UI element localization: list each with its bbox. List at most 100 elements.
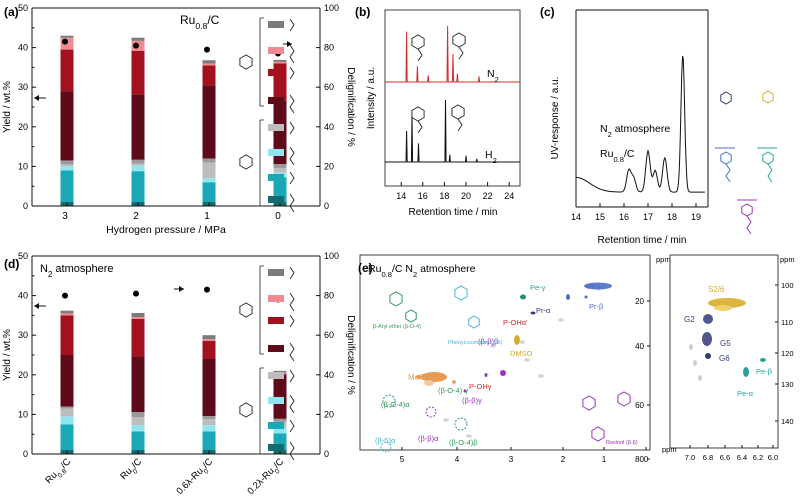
panel-a-ylabel: Yield / wt.% (2, 81, 13, 133)
panel-d-bar-segment (60, 310, 74, 314)
panel-a-guaiacyl-icon (239, 54, 253, 70)
panel-e-right-xtick-label: 6.4 (737, 453, 747, 462)
panel-e-right-ppm-label: ppm (780, 255, 795, 264)
panel-d-legend-swatch (268, 422, 284, 429)
panel-a-legend-swatch (268, 97, 284, 104)
panel-a-legend-swatch (268, 149, 284, 156)
panel-e-background-contour (698, 375, 702, 381)
panel-d-ytick-label: 30 (18, 330, 28, 340)
panel-b-trace (385, 99, 520, 163)
panel-c-xtick-label: 14 (571, 212, 581, 222)
panel-d-bar-segment (60, 406, 74, 409)
panel-d-bar-segment (131, 313, 145, 317)
panel-d-bar-segment (202, 415, 216, 420)
panel-a-legend-swatch (268, 196, 284, 203)
panel-a-legend-molecule-icon (289, 171, 295, 185)
panel-e-right-ytick-label: 140 (781, 417, 794, 426)
panel-e-crosspeak-label: Pr-β (589, 302, 604, 311)
panel-a-ytick-label: 0 (23, 201, 28, 211)
panel-a-catalyst-annotation-part: /C (207, 13, 219, 27)
panel-d-legend-molecule-icon (289, 394, 295, 414)
panel-e-crosspeak-label: G2 (684, 315, 695, 324)
panel-e-annotation-part: atmosphere (417, 263, 476, 275)
panel-a-bar-segment (60, 49, 74, 92)
ring-shape (451, 104, 465, 120)
panel-a-bar-segment (273, 61, 287, 64)
panel-e-crosspeak-label: Pr-γ (587, 282, 601, 291)
panel-d-bar-segment (60, 424, 74, 451)
panel-d-bar-segment (131, 316, 145, 319)
panel-a-bar-segment (131, 94, 145, 160)
panel-d-delignification-point (133, 290, 139, 297)
panel-e-background-contour (538, 374, 544, 378)
panel-d-ytick-label: 10 (18, 409, 28, 419)
panel-d-xtick-label: 0.6λ-Ru0/C (174, 456, 217, 499)
ring-shape (239, 302, 253, 318)
panel-e-g6-contour (705, 353, 711, 359)
panel-c-icon (741, 203, 753, 217)
panel-e-contour (500, 370, 506, 376)
panel-e-pe-alpha-contour (743, 367, 749, 377)
panel-c-annotation-2: Ru0.8/C (600, 148, 635, 164)
panel-e-contour (584, 295, 588, 299)
panel-d-legend-bracket (259, 367, 264, 455)
ring-shape (720, 91, 732, 105)
panel-d-y2tick-label: 100 (324, 251, 339, 261)
panel-a-legend-bracket (259, 17, 264, 107)
panel-e-ytick-label: 40 (635, 342, 644, 351)
panel-d-xtick-label-part: 0.2λ-Ru (245, 466, 276, 497)
panel-c-trace (576, 55, 705, 193)
panel-e-background-contour (519, 340, 525, 344)
panel-e-contour (452, 380, 456, 384)
panel-c-chart: (c) 14 15 16 17 18 19 Retention time / min UV-re… (540, 5, 777, 246)
panel-d-arrow-head (34, 303, 39, 309)
panel-a-legend-molecule-icon (289, 146, 295, 166)
panel-b-h2-label-part: 2 (493, 156, 497, 165)
panel-d-bar-segment (60, 408, 74, 417)
panel-e-beta5-icon (454, 285, 468, 301)
panel-b-ylabel: Intensity / a.u. (366, 67, 377, 129)
panel-c-icon (720, 151, 732, 165)
panel-a-bar-segment (60, 35, 74, 38)
ring-shape (389, 291, 403, 307)
panel-d-xtick-label-part: 0.6λ-Ru (174, 466, 205, 497)
panel-a-catalyst-annotation: Ru0.8/C (180, 13, 220, 31)
panel-a-legend-molecule-icon (289, 94, 295, 114)
panel-a-arrow-head (287, 41, 292, 47)
ring-shape (468, 315, 480, 329)
ring-shape (720, 151, 732, 165)
panel-d-delignification-point (204, 286, 210, 293)
panel-e-crosspeak-label: Resinol (β-β) (606, 440, 638, 446)
panel-d-bar-segment (273, 375, 287, 419)
ring-shape (239, 154, 253, 170)
panel-e-contour (425, 406, 437, 418)
panel-b-trace (385, 25, 520, 83)
panel-e-crosspeak-label: (β-O-4) γ (438, 386, 468, 395)
panel-a-legend-swatch (268, 124, 284, 131)
panel-e-crosspeak-label: S2/6 (708, 285, 725, 294)
ring-shape (452, 32, 466, 48)
panel-e-crosspeak-label: (β-β)β (478, 337, 499, 346)
panel-d-bar-segment (202, 425, 216, 432)
panel-e-background-contour (689, 344, 693, 350)
panel-d-annotation-part: atmosphere (52, 263, 113, 275)
panel-d-legend-molecule-icon (289, 292, 295, 312)
panel-d-bar-segment (202, 358, 216, 416)
panel-a-xtick-label: 3 (62, 211, 68, 222)
panel-d-annotation-part: 2 (48, 270, 52, 279)
panel-b-xtick-label: 14 (396, 191, 406, 201)
panel-c-syringyl-icon (762, 90, 774, 104)
panel-e-s26-contour (714, 305, 732, 311)
panel-c-label: (c) (540, 5, 555, 19)
panel-e-right-xtick-label: 6.6 (720, 453, 730, 462)
panel-d-legend-molecule-icon (289, 314, 295, 328)
panel-e-resinol-icon (617, 391, 631, 407)
panel-e-annotation-part: 0.8 (381, 270, 392, 279)
panel-d-y2tick-label: 0 (324, 449, 329, 459)
panel-c-ylabel: UV-response / a.u. (550, 77, 561, 160)
panel-e-xtick-label: 3 (509, 455, 514, 464)
panel-e-g2-contour (703, 314, 713, 324)
panel-a-y2tick-label: 20 (324, 161, 334, 171)
panel-a-bar-segment (60, 170, 74, 203)
panel-e-xtick-label: 0 (644, 455, 649, 464)
